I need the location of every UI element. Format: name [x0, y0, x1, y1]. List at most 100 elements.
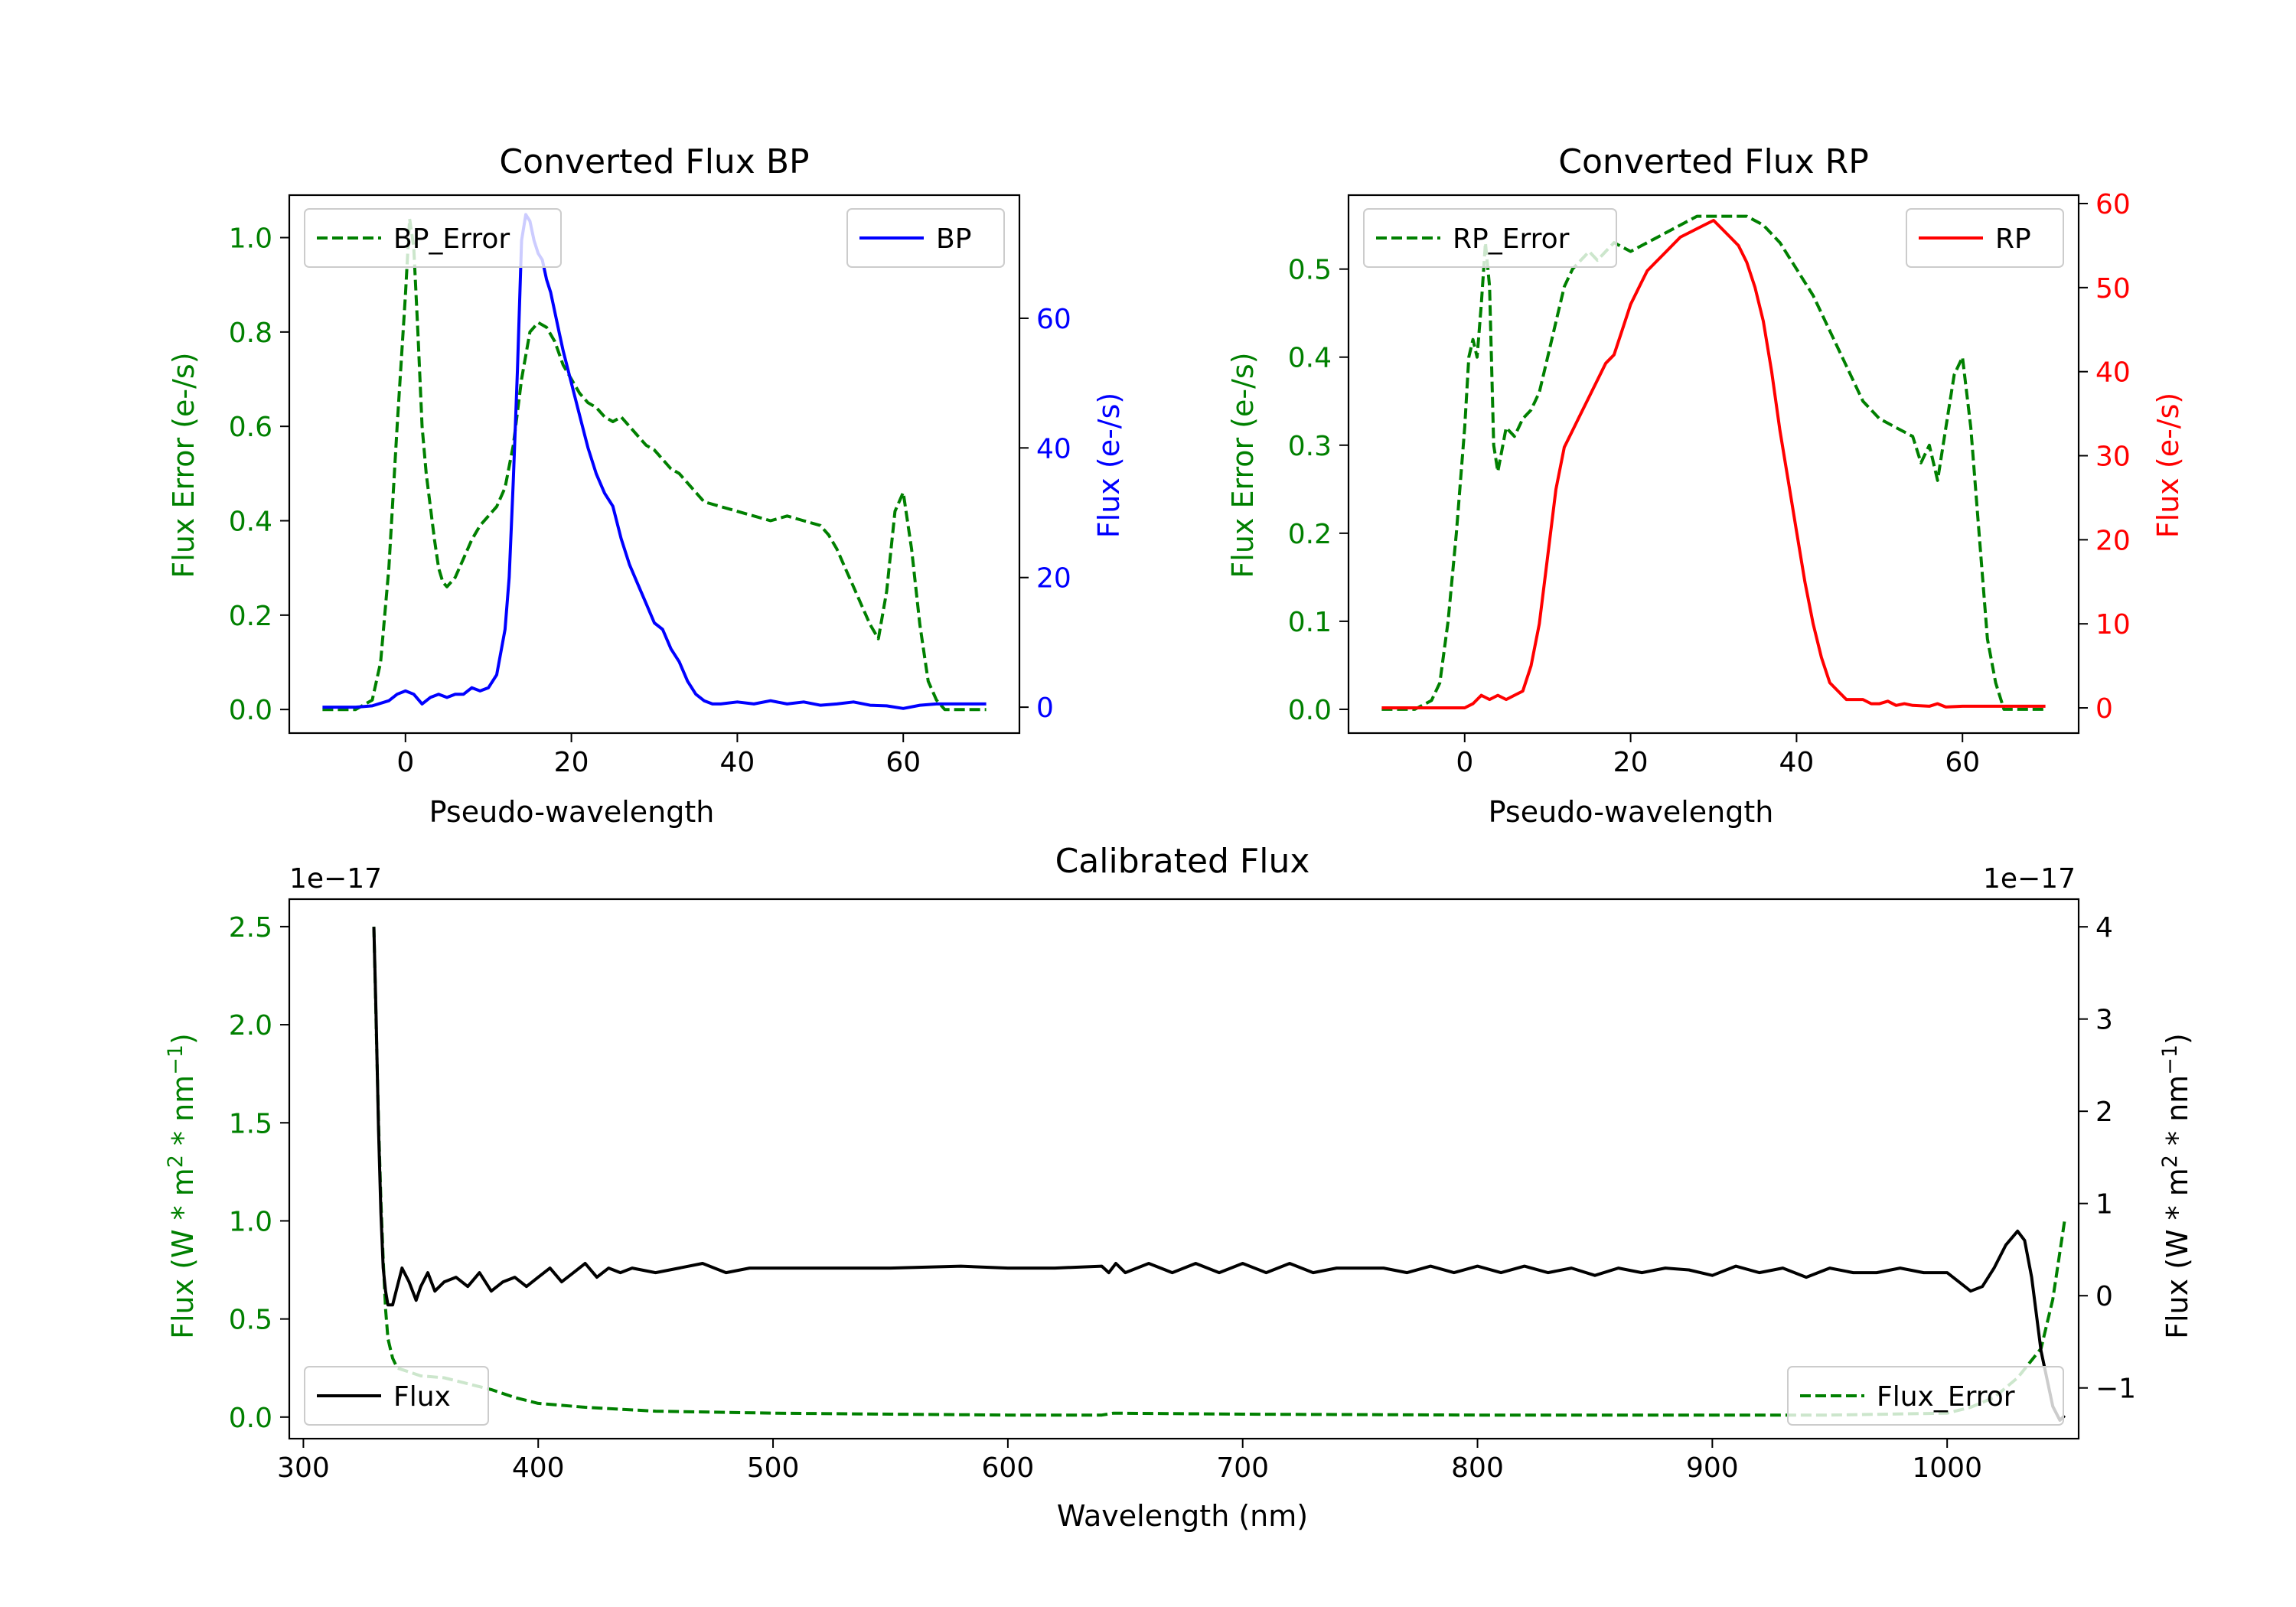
panel-converted-flux-rp: 0 20 40 60 0.0 0.1 0.2 0.3 0.4 0.5 0 10 20 30 40 50 60 C… [1226, 142, 2185, 829]
bp-series-bp [322, 213, 987, 710]
bp-legend-error-label: BP_Error [393, 223, 510, 255]
cal-legend-error-label: Flux_Error [1877, 1381, 2015, 1413]
rp-series-layer [1381, 214, 2046, 711]
rp-xtick-label: 40 [1779, 747, 1815, 778]
bp-tick-layer: 0 20 40 60 0.0 0.2 0.4 0.6 0.8 1.0 0 20 40 60 [229, 223, 1071, 779]
cal-xtick-label: 700 [1216, 1452, 1269, 1484]
cal-legend-error: Flux_Error [1787, 1366, 2064, 1426]
cal-plot-frame [288, 898, 2080, 1440]
bp-ytick-left-label: 0.0 [229, 695, 272, 726]
rp-ylabel-right: Flux (e-/s) [2151, 393, 2185, 538]
rp-legend-error-box [1363, 208, 1617, 268]
cal-xtick-label: 400 [512, 1452, 565, 1484]
rp-legend-flux: RP [1906, 208, 2064, 268]
cal-ytick-right-label: 4 [2095, 912, 2113, 944]
rp-ytick-left-label: 0.1 [1288, 607, 1332, 638]
cal-xtick-label: 500 [747, 1452, 800, 1484]
rp-xtick-label: 20 [1613, 747, 1649, 778]
rp-ytick-left-label: 0.5 [1288, 255, 1332, 286]
bp-legend-flux: BP [846, 208, 1005, 268]
bp-xtick-label: 0 [396, 747, 414, 778]
bp-ylabel-left: Flux Error (e-/s) [167, 352, 201, 578]
cal-ylabel-right-part3: ) [2161, 1033, 2194, 1045]
cal-xtick-label: 800 [1451, 1452, 1504, 1484]
bp-ytick-left-label: 0.6 [229, 412, 272, 443]
cal-ytick-left-label: 2.5 [229, 912, 272, 944]
cal-xtick-label: 1000 [1912, 1452, 1982, 1484]
rp-ytick-right-label: 30 [2095, 442, 2131, 473]
bp-ytick-left-label: 0.4 [229, 507, 272, 538]
cal-ytick-left-label: 1.0 [229, 1206, 272, 1237]
rp-ytick-right-label: 20 [2095, 525, 2131, 556]
cal-legend-flux-box [304, 1366, 489, 1426]
bp-ytick-right-label: 40 [1036, 433, 1071, 464]
cal-series-flux [372, 927, 2066, 1422]
cal-ylabel-left-part3: ) [166, 1033, 200, 1045]
rp-ytick-right-label: 10 [2095, 609, 2131, 641]
bp-plot-frame [288, 194, 1021, 735]
rp-title: Converted Flux RP [1558, 142, 1869, 181]
cal-legend-flux-label: Flux [393, 1381, 451, 1413]
bp-ytick-left-label: 1.0 [229, 223, 272, 255]
cal-ylabel-left: Flux (W * m2 * nm−1) [164, 1033, 200, 1339]
rp-plot-frame [1347, 194, 2080, 735]
cal-ytick-left-label: 2.0 [229, 1010, 272, 1041]
cal-ylabel-right-sup1: 2 [2158, 1155, 2182, 1168]
bp-series-layer [322, 213, 987, 712]
cal-xtick-label: 600 [982, 1452, 1035, 1484]
rp-legend-error: RP_Error [1363, 208, 1617, 268]
cal-tick-layer: 300 400 500 600 700 800 900 1000 0.0 0.5 1.0 1.5 2.0… [229, 912, 2136, 1484]
cal-ylabel-left-part2: * nm [166, 1075, 200, 1155]
cal-xlabel: Wavelength (nm) [1057, 1499, 1308, 1533]
bp-legend-flux-box [846, 208, 1005, 268]
cal-ylabel-right-sup2: −1 [2158, 1045, 2182, 1075]
rp-ytick-left-label: 0.4 [1288, 343, 1332, 374]
cal-ytick-left-label: 1.5 [229, 1108, 272, 1139]
cal-ytick-left-label: 0.0 [229, 1403, 272, 1434]
rp-ytick-left-label: 0.2 [1288, 519, 1332, 550]
cal-xtick-label: 300 [277, 1452, 330, 1484]
rp-xtick-label: 60 [1945, 747, 1980, 778]
rp-series-rp-error [1381, 214, 2046, 711]
cal-offset-right: 1e−17 [1983, 863, 2076, 895]
cal-ytick-right-label: −1 [2095, 1374, 2136, 1405]
bp-ytick-left-label: 0.8 [229, 318, 272, 349]
cal-ylabel-left-part1: Flux (W * m [166, 1168, 200, 1339]
rp-tick-layer: 0 20 40 60 0.0 0.1 0.2 0.3 0.4 0.5 0 10 20 30 40 50 60 [1288, 189, 2131, 778]
bp-ylabel-right: Flux (e-/s) [1092, 393, 1126, 538]
rp-ytick-right-label: 60 [2095, 189, 2131, 220]
bp-ytick-right-label: 0 [1036, 693, 1054, 724]
cal-ytick-right-label: 1 [2095, 1189, 2113, 1221]
cal-ylabel-left-sup1: 2 [164, 1155, 188, 1168]
bp-xtick-label: 60 [885, 747, 921, 778]
cal-xtick-label: 900 [1686, 1452, 1739, 1484]
rp-ytick-right-label: 0 [2095, 693, 2113, 725]
bp-series-bp-error [322, 217, 987, 712]
bp-ytick-right-label: 60 [1036, 304, 1071, 335]
rp-xtick-label: 0 [1456, 747, 1473, 778]
rp-series-rp [1381, 219, 2046, 709]
cal-legend-error-box [1787, 1366, 2064, 1426]
bp-title: Converted Flux BP [499, 142, 809, 181]
rp-ytick-right-label: 40 [2095, 357, 2131, 389]
rp-legend-flux-label: RP [1995, 223, 2031, 255]
cal-ylabel-right: Flux (W * m2 * nm−1) [2158, 1033, 2194, 1339]
cal-ylabel-right-part1: Flux (W * m [2161, 1168, 2194, 1339]
rp-ytick-left-label: 0.3 [1288, 431, 1332, 462]
rp-xlabel: Pseudo-wavelength [1489, 795, 1774, 829]
cal-legend-flux: Flux [304, 1366, 489, 1426]
bp-ytick-left-label: 0.2 [229, 601, 272, 632]
bp-legend-error-box [304, 208, 562, 268]
cal-ylabel-left-sup2: −1 [164, 1045, 188, 1075]
bp-xtick-label: 40 [720, 747, 755, 778]
bp-legend-flux-label: BP [936, 223, 971, 255]
cal-ytick-left-label: 0.5 [229, 1305, 272, 1336]
rp-legend-flux-box [1906, 208, 2064, 268]
cal-ytick-right-label: 2 [2095, 1097, 2113, 1128]
bp-xtick-label: 20 [554, 747, 589, 778]
rp-ylabel-left: Flux Error (e-/s) [1226, 352, 1260, 578]
cal-offset-left: 1e−17 [289, 863, 382, 895]
cal-ytick-right-label: 0 [2095, 1281, 2113, 1312]
bp-ytick-right-label: 20 [1036, 563, 1071, 595]
